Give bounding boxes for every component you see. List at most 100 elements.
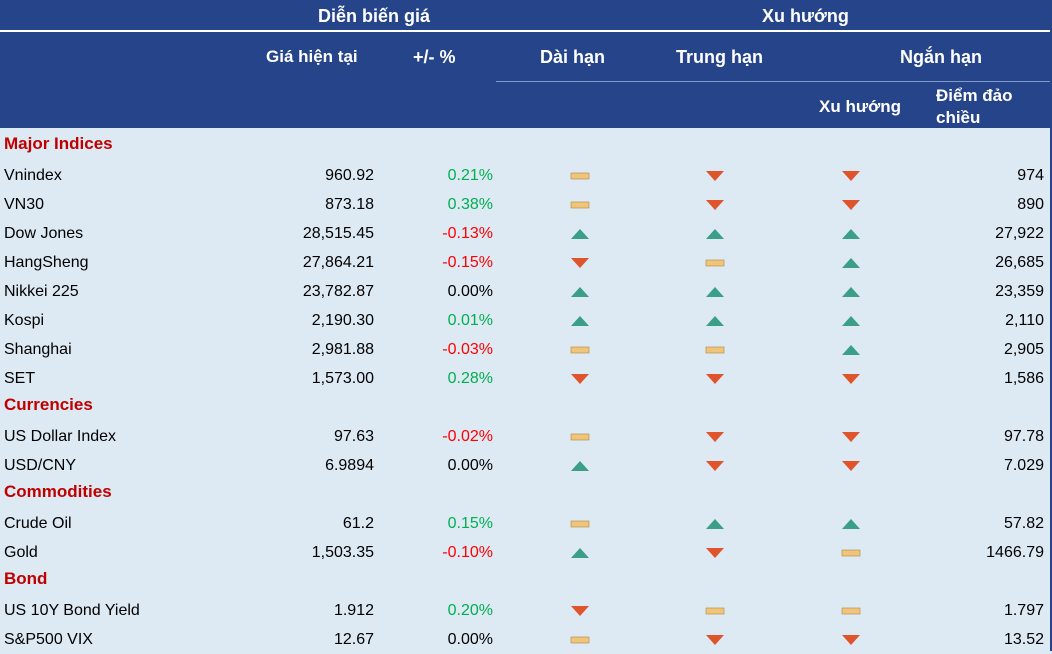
trend-flat-icon	[841, 549, 861, 557]
trend-up-icon	[571, 548, 589, 558]
trend-up-icon	[706, 287, 724, 297]
trend-down-icon	[571, 258, 589, 268]
reversal-point: 1.797	[1003, 602, 1044, 619]
reversal-point: 23,359	[995, 283, 1044, 300]
instrument-name: Dow Jones	[4, 225, 84, 242]
current-price: 28,515.45	[302, 225, 374, 242]
trend-flat-icon	[570, 172, 590, 180]
percent-change: 0.38%	[447, 196, 493, 213]
trend-down-icon	[706, 171, 724, 181]
trend-down-icon	[842, 374, 860, 384]
trend-down-icon	[706, 461, 724, 471]
trend-flat-icon	[570, 346, 590, 354]
table-row: Nikkei 225 23,782.87 0.00% 23,359	[0, 277, 1052, 306]
percent-change: -0.15%	[442, 254, 493, 271]
current-price: 1.912	[333, 602, 374, 619]
instrument-name: Kospi	[4, 312, 45, 329]
instrument-name: Crude Oil	[4, 515, 72, 532]
reversal-point: 2,110	[1005, 312, 1044, 329]
trend-flat-icon	[570, 433, 590, 441]
percent-change: -0.03%	[442, 341, 493, 358]
percent-change: -0.10%	[442, 544, 493, 561]
current-price: 873.18	[325, 196, 374, 213]
percent-change: 0.01%	[447, 312, 493, 329]
table-row: Dow Jones 28,515.45 -0.13% 27,922	[0, 219, 1052, 248]
percent-change: 0.21%	[447, 167, 493, 184]
price-column-header: Giá hiện tại	[266, 47, 358, 66]
instrument-name: HangSheng	[4, 254, 89, 271]
reversal-point: 1,586	[1003, 370, 1044, 387]
trend-up-icon	[571, 287, 589, 297]
trend-down-icon	[706, 432, 724, 442]
trend-flat-icon	[705, 346, 725, 354]
price-group-header: Diễn biến giá	[318, 6, 431, 26]
reversal-point: 890	[1017, 196, 1044, 213]
trend-down-icon	[571, 606, 589, 616]
section-title: Major Indices	[4, 134, 113, 153]
current-price: 960.92	[325, 167, 374, 184]
change-column-header: +/- %	[413, 47, 456, 67]
table-row: VN30 873.18 0.38% 890	[0, 190, 1052, 219]
trend-up-icon	[571, 229, 589, 239]
table-row: Vnindex 960.92 0.21% 974	[0, 161, 1052, 190]
reversal-point: 13.52	[1003, 631, 1044, 648]
trend-flat-icon	[841, 607, 861, 615]
current-price: 6.9894	[325, 457, 374, 474]
reversal-point: 2,905	[1003, 341, 1044, 358]
current-price: 61.2	[342, 515, 374, 532]
current-price: 2,190.30	[311, 312, 374, 329]
reversal-point-header-line1: Điểm đảo	[936, 86, 1013, 105]
current-price: 23,782.87	[302, 283, 374, 300]
trend-flat-icon	[570, 520, 590, 528]
section-title: Commodities	[4, 482, 112, 501]
trend-down-icon	[706, 200, 724, 210]
percent-change: 0.00%	[447, 631, 493, 648]
trend-down-icon	[706, 635, 724, 645]
short-trend-header: Xu hướng	[819, 97, 901, 116]
trend-flat-icon	[570, 636, 590, 644]
instrument-name: S&P500 VIX	[4, 631, 93, 648]
percent-change: -0.02%	[442, 428, 493, 445]
trend-down-icon	[842, 461, 860, 471]
trend-flat-icon	[705, 259, 725, 267]
current-price: 1,503.35	[311, 544, 374, 561]
subheader-divider	[496, 81, 1052, 82]
current-price: 1,573.00	[311, 370, 374, 387]
percent-change: 0.20%	[447, 602, 493, 619]
table-row: HangSheng 27,864.21 -0.15% 26,685	[0, 248, 1052, 277]
long-term-header: Dài hạn	[540, 47, 606, 67]
percent-change: 0.15%	[447, 515, 493, 532]
trend-down-icon	[706, 374, 724, 384]
instrument-name: Vnindex	[4, 167, 62, 184]
trend-down-icon	[842, 432, 860, 442]
instrument-name: Nikkei 225	[4, 283, 79, 300]
instrument-name: VN30	[4, 196, 45, 213]
trend-down-icon	[706, 548, 724, 558]
trend-flat-icon	[570, 201, 590, 209]
percent-change: -0.13%	[442, 225, 493, 242]
reversal-point: 26,685	[995, 254, 1044, 271]
table-row: US 10Y Bond Yield 1.912 0.20% 1.797	[0, 596, 1052, 625]
table-header: Diễn biến giá Xu hướng Giá hiện tại +/- …	[0, 0, 1052, 128]
trend-down-icon	[842, 171, 860, 181]
current-price: 12.67	[333, 631, 374, 648]
reversal-point: 27,922	[995, 225, 1044, 242]
instrument-name: US Dollar Index	[4, 428, 117, 445]
table-row: Gold 1,503.35 -0.10% 1466.79	[0, 538, 1052, 567]
trend-up-icon	[842, 519, 860, 529]
percent-change: 0.28%	[447, 370, 493, 387]
instrument-name: Gold	[4, 544, 38, 561]
current-price: 97.63	[333, 428, 374, 445]
percent-change: 0.00%	[447, 283, 493, 300]
short-term-header: Ngắn hạn	[900, 47, 983, 67]
trend-up-icon	[706, 316, 724, 326]
reversal-point: 97.78	[1003, 428, 1044, 445]
instrument-name: Shanghai	[4, 341, 72, 358]
reversal-point: 57.82	[1003, 515, 1044, 532]
reversal-point: 7.029	[1003, 457, 1044, 474]
reversal-point: 974	[1017, 167, 1044, 184]
trend-up-icon	[842, 316, 860, 326]
trend-up-icon	[571, 316, 589, 326]
section-title: Bond	[4, 569, 48, 588]
trend-down-icon	[842, 200, 860, 210]
